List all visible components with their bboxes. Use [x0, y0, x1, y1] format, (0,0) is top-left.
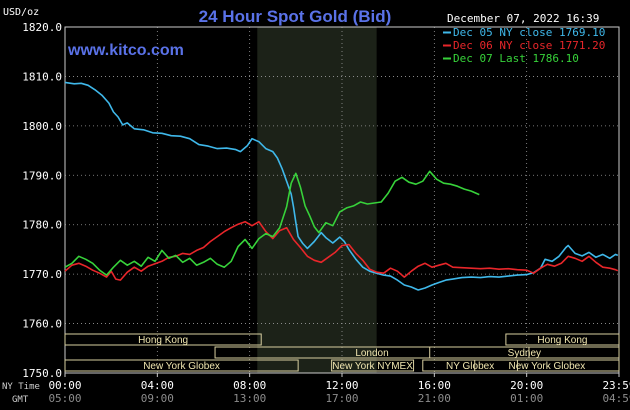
x-tick-gmt-1: 09:00: [141, 392, 174, 405]
price-series: [64, 81, 619, 291]
y-tick-label-6: 1760.0: [22, 318, 62, 331]
legend-label-1: Dec 06 NY close 1771.20: [453, 39, 605, 52]
session-bar-0: Hong Kong: [64, 333, 262, 346]
session-bar-box-5: [505, 333, 620, 346]
y-tick-label-7: 1750.0: [22, 367, 62, 380]
session-bar-box-4: [422, 359, 518, 372]
market-sessions: Hong Kong London New York Globex New York N…: [64, 333, 620, 372]
session-bar-box-6: [429, 346, 620, 359]
session-label-5: Hong Kong: [537, 335, 587, 346]
session-bar-4: NY Globex: [422, 359, 518, 372]
session-label-6: Sydney: [508, 348, 541, 359]
session-bar-box-3: [331, 359, 415, 372]
x-tick-ny-6: 23:59: [602, 379, 630, 392]
session-label-3: New York NYMEX: [332, 361, 413, 372]
unit-label: USD/oz: [3, 7, 39, 18]
session-bar-7: New York Globex: [474, 359, 620, 372]
session-bar-1: London: [214, 346, 530, 359]
session-label-7: New York Globex: [509, 361, 586, 372]
x-tick-ny-1: 04:00: [141, 379, 174, 392]
x-tick-gmt-0: 05:00: [48, 392, 81, 405]
session-bar-6: Sydney: [429, 346, 620, 359]
y-tick-label-0: 1820.0: [22, 21, 62, 34]
session-label-1: London: [355, 348, 388, 359]
nymex-session-shading: [257, 27, 377, 373]
x-tick-ny-0: 00:00: [48, 379, 81, 392]
session-bar-box-0: [64, 333, 262, 346]
chart-timestamp: December 07, 2022 16:39: [447, 12, 599, 25]
x-tick-ny-2: 08:00: [233, 379, 266, 392]
kitco-watermark: www.kitco.com: [67, 42, 184, 59]
session-label-0: Hong Kong: [138, 335, 188, 346]
series-line-2: [64, 170, 480, 276]
session-bar-2: New York Globex: [64, 359, 299, 372]
ny-time-label: NY Time: [2, 382, 40, 392]
x-tick-ny-4: 16:00: [418, 379, 451, 392]
legend-label-2: Dec 07 Last 1786.10: [453, 52, 579, 65]
gmt-label: GMT: [12, 395, 29, 405]
x-tick-ny-3: 12:00: [325, 379, 358, 392]
series-line-1: [64, 220, 619, 281]
session-label-2: New York Globex: [143, 361, 220, 372]
x-tick-gmt-5: 01:00: [510, 392, 543, 405]
y-tick-label-2: 1800.0: [22, 120, 62, 133]
chart-title: 24 Hour Spot Gold (Bid): [199, 7, 392, 26]
session-bar-box-2: [64, 359, 299, 372]
session-label-4: NY Globex: [446, 361, 494, 372]
session-bar-3: New York NYMEX: [331, 359, 415, 372]
x-tick-ny-5: 20:00: [510, 379, 543, 392]
y-tick-label-1: 1810.0: [22, 70, 62, 83]
session-bar-box-7: [474, 359, 620, 372]
x-tick-gmt-6: 04:59: [602, 392, 630, 405]
x-tick-gmt-2: 13:00: [233, 392, 266, 405]
legend-label-0: Dec 05 NY close 1769.10: [453, 26, 605, 39]
session-bar-5: Hong Kong: [505, 333, 620, 346]
y-tick-label-4: 1780.0: [22, 219, 62, 232]
y-axis-tick-labels: 1820.0 1810.0 1800.0 1790.0 1780.0 1770.0 1760…: [22, 21, 62, 380]
x-tick-gmt-3: 17:00: [325, 392, 358, 405]
y-tick-label-3: 1790.0: [22, 169, 62, 182]
y-tick-label-5: 1770.0: [22, 268, 62, 281]
session-bar-box-1: [214, 346, 530, 359]
x-tick-gmt-4: 21:00: [418, 392, 451, 405]
